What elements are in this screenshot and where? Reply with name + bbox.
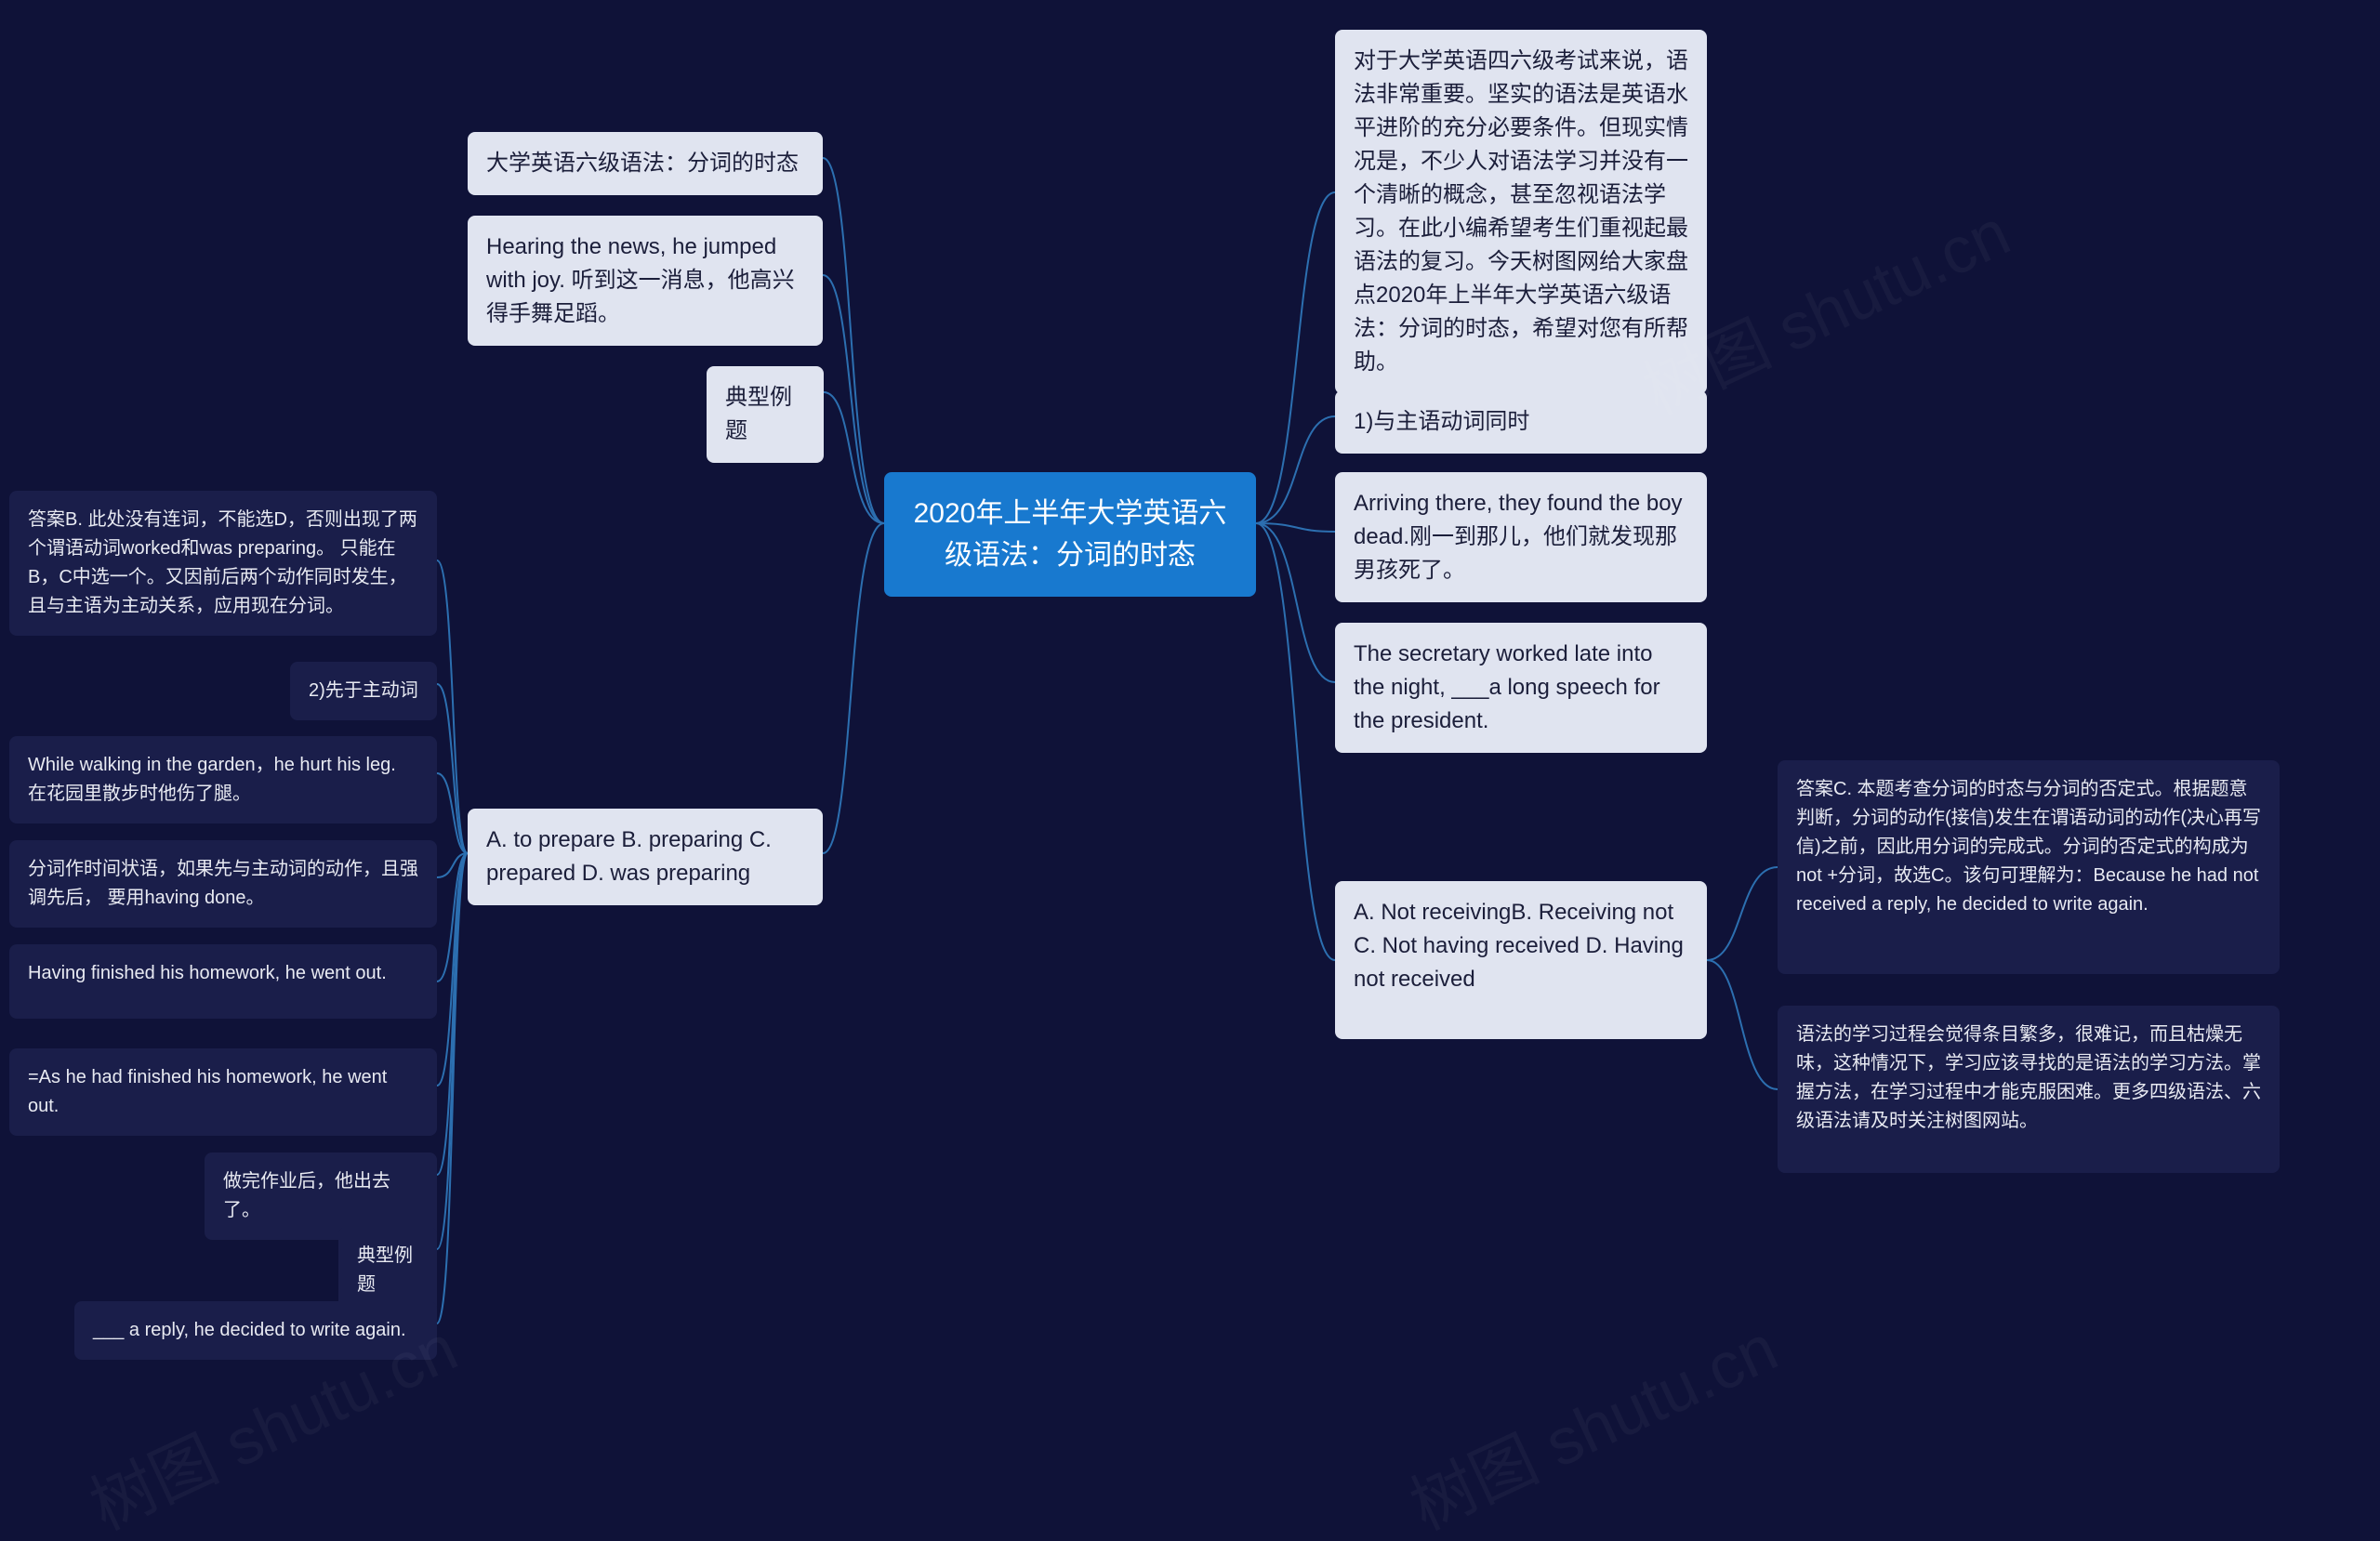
node-l4f-ex2[interactable]: =As he had finished his homework, he wen…	[9, 1048, 437, 1136]
node-l4-options[interactable]: A. to prepare B. preparing C. prepared D…	[468, 809, 823, 905]
node-l4e-ex1[interactable]: Having finished his homework, he went ou…	[9, 944, 437, 1019]
node-r2-point1[interactable]: 1)与主语动词同时	[1335, 390, 1707, 454]
node-l4d-note[interactable]: 分词作时间状语，如果先与主动词的动作，且强调先后， 要用having done。	[9, 840, 437, 928]
node-r5b-summary[interactable]: 语法的学习过程会觉得条目繁多，很难记，而且枯燥无味，这种情况下，学习应该寻找的是…	[1778, 1006, 2280, 1173]
node-r4-question1[interactable]: The secretary worked late into the night…	[1335, 623, 1707, 753]
node-l4i-question[interactable]: ___ a reply, he decided to write again.	[74, 1301, 437, 1360]
node-l4c-example[interactable]: While walking in the garden，he hurt his …	[9, 736, 437, 823]
node-r5a-answer[interactable]: 答案C. 本题考查分词的时态与分词的否定式。根据题意判断，分词的动作(接信)发生…	[1778, 760, 2280, 974]
node-l2-example[interactable]: Hearing the news, he jumped with joy. 听到…	[468, 216, 823, 346]
node-r3-example1[interactable]: Arriving there, they found the boy dead.…	[1335, 472, 1707, 602]
node-r1-intro[interactable]: 对于大学英语四六级考试来说，语法非常重要。坚实的语法是英语水平进阶的充分必要条件…	[1335, 30, 1707, 394]
node-l4b-point2[interactable]: 2)先于主动词	[290, 662, 437, 720]
node-l3-example-q[interactable]: 典型例题	[707, 366, 824, 463]
root-node[interactable]: 2020年上半年大学英语六级语法：分词的时态	[884, 472, 1256, 597]
node-l4a-answer[interactable]: 答案B. 此处没有连词，不能选D，否则出现了两个谓语动词worked和was p…	[9, 491, 437, 636]
watermark: 树图 shutu.cn	[1394, 1297, 1791, 1541]
node-r5-options[interactable]: A. Not receivingB. Receiving not C. Not …	[1335, 881, 1707, 1039]
node-l1-title[interactable]: 大学英语六级语法：分词的时态	[468, 132, 823, 195]
